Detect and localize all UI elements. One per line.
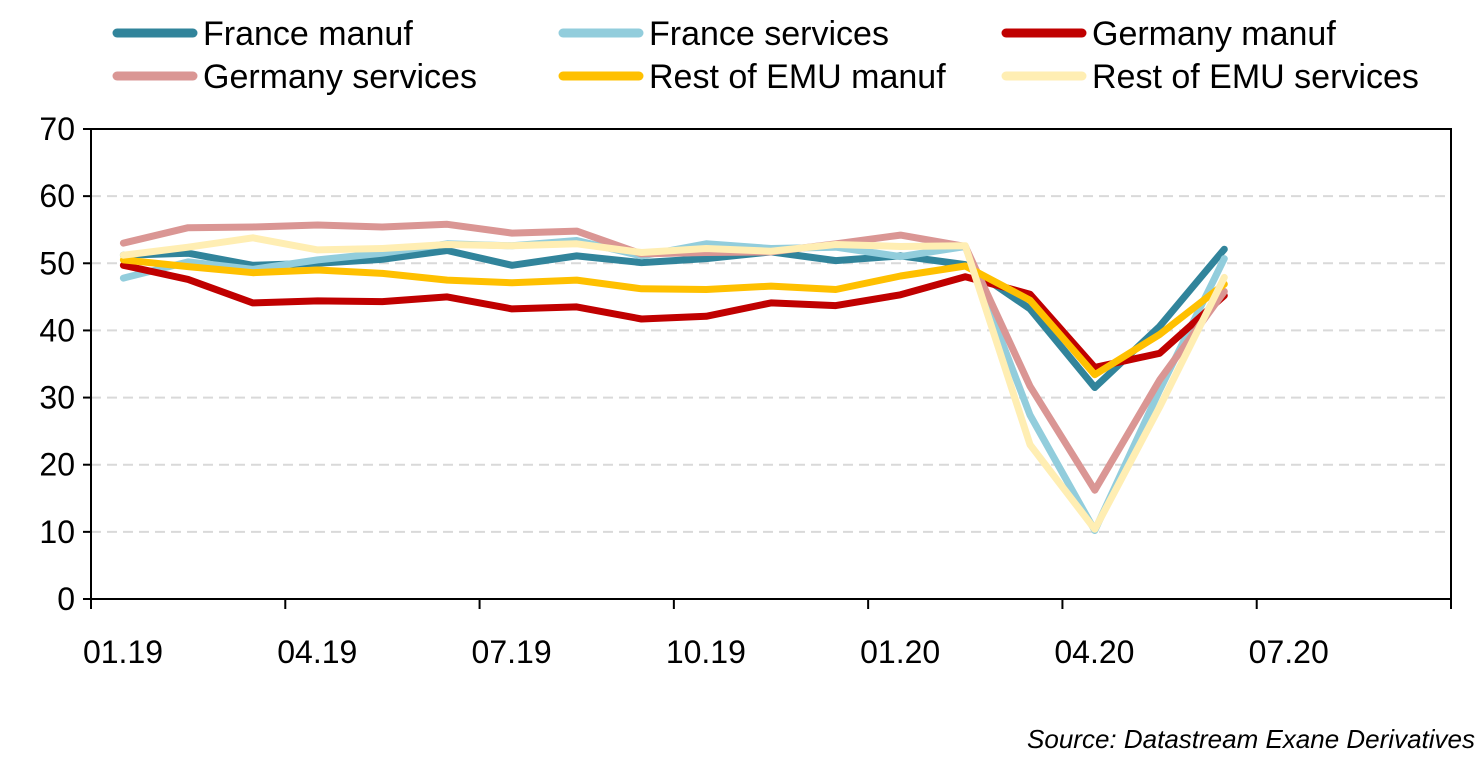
series-line-rest-of-emu-services — [119, 234, 1228, 533]
x-tick-label: 01.19 — [83, 634, 163, 670]
y-tick-label: 10 — [39, 514, 75, 550]
y-tick-label: 60 — [39, 178, 75, 214]
legend: France manuf France services Germany manuf… — [112, 15, 1419, 96]
y-tick-label: 40 — [39, 312, 75, 348]
x-tick-label: 10.19 — [666, 634, 746, 670]
series-line-rest-of-emu-manuf — [119, 256, 1228, 379]
x-tick-label: 01.20 — [860, 634, 940, 670]
legend-label: Germany services — [203, 58, 477, 96]
series-lines — [119, 220, 1228, 534]
source-note: Source: Datastream Exane Derivatives — [1027, 724, 1475, 754]
y-axis-ticks — [83, 128, 91, 600]
legend-label: France services — [649, 15, 889, 53]
legend-label: France manuf — [203, 15, 413, 53]
legend-label: Rest of EMU services — [1092, 58, 1419, 96]
y-tick-label: 70 — [39, 111, 75, 147]
x-tick-label: 07.19 — [472, 634, 552, 670]
x-axis-ticks — [90, 599, 1452, 609]
y-tick-label: 30 — [39, 380, 75, 416]
x-axis-tick-labels: 01.19 04.19 07.19 10.19 01.20 04.20 07.20 — [83, 634, 1329, 670]
x-tick-label: 04.20 — [1054, 634, 1134, 670]
y-axis-tick-labels: 0 10 20 30 40 50 60 70 — [39, 111, 75, 617]
legend-label: Germany manuf — [1092, 15, 1336, 53]
x-tick-label: 04.19 — [277, 634, 357, 670]
y-tick-label: 50 — [39, 245, 75, 281]
plot-area-frame — [90, 128, 1452, 600]
y-tick-label: 20 — [39, 447, 75, 483]
y-tick-label: 0 — [57, 581, 75, 617]
legend-label: Rest of EMU manuf — [649, 58, 946, 96]
x-tick-label: 07.20 — [1249, 634, 1329, 670]
series-line-germany-manuf — [119, 261, 1228, 371]
